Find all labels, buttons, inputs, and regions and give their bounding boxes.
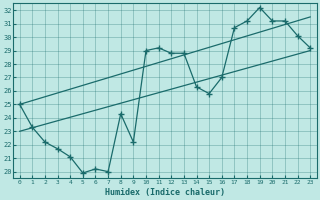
X-axis label: Humidex (Indice chaleur): Humidex (Indice chaleur) — [105, 188, 225, 197]
